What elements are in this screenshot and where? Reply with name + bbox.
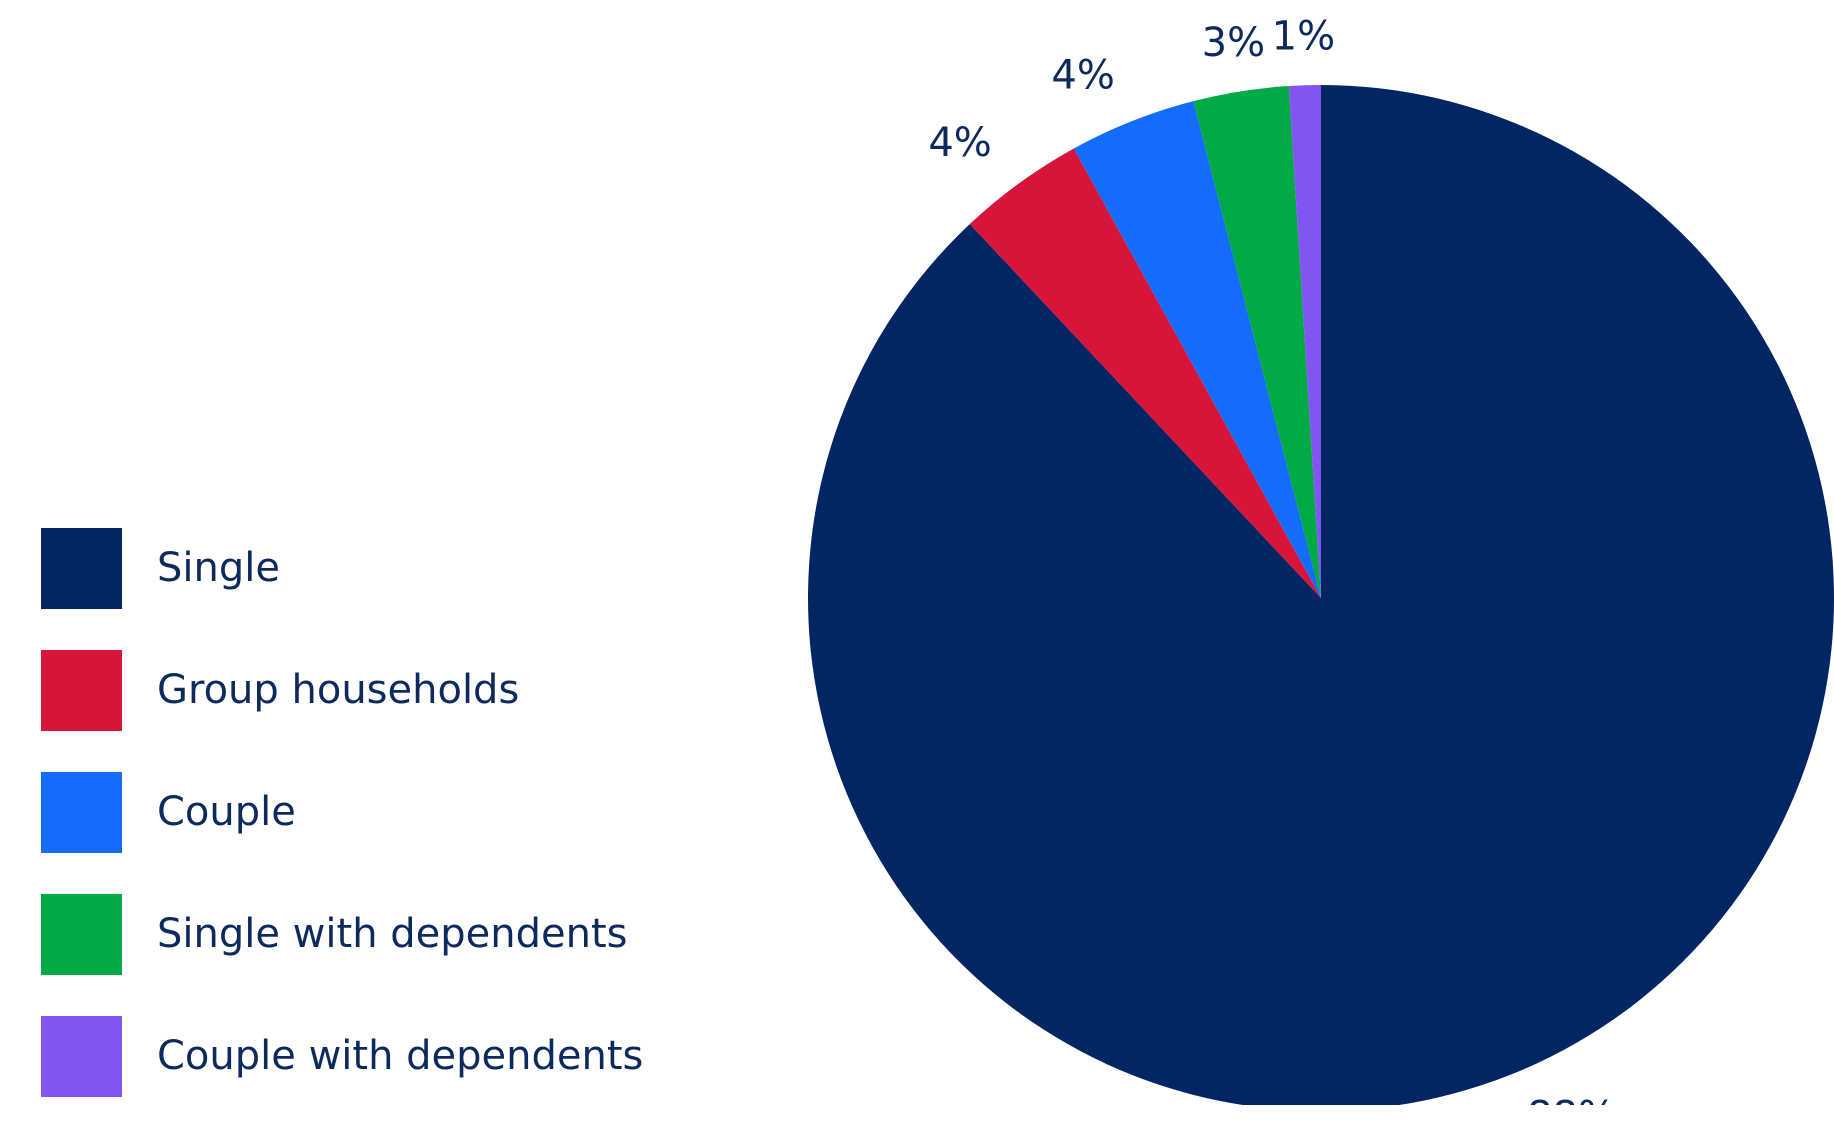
pie-slice-group-households bbox=[969, 148, 1321, 598]
legend-item-couple-with-dependents: Couple with dependents bbox=[41, 1016, 761, 1097]
legend-swatch-single bbox=[41, 528, 122, 609]
legend: Single Group households Couple Single wi… bbox=[41, 528, 761, 1138]
legend-swatch-couple-with-dependents bbox=[41, 1016, 122, 1097]
pie-slice-single-with-dependents bbox=[1193, 86, 1321, 598]
pie-slice-couple-with-dependents bbox=[1288, 84, 1321, 598]
legend-item-group-households: Group households bbox=[41, 650, 761, 731]
pie-slice-couple bbox=[1073, 101, 1321, 599]
data-label-couple: 4% bbox=[1051, 52, 1114, 98]
data-label-group-households: 4% bbox=[928, 120, 991, 166]
legend-label-group-households: Group households bbox=[157, 667, 520, 713]
legend-swatch-single-with-dependents bbox=[41, 894, 122, 975]
legend-item-single-with-dependents: Single with dependents bbox=[41, 894, 761, 975]
legend-swatch-group-households bbox=[41, 650, 122, 731]
data-label-couple-with-dependents: 1% bbox=[1272, 13, 1335, 59]
pie-chart: 88% 4% 4% 3%1% bbox=[808, 13, 1834, 1105]
data-label-single: 88% bbox=[1527, 1094, 1616, 1105]
legend-label-single-with-dependents: Single with dependents bbox=[157, 911, 628, 957]
legend-label-couple: Couple bbox=[157, 789, 296, 835]
legend-label-couple-with-dependents: Couple with dependents bbox=[157, 1033, 644, 1079]
legend-item-couple: Couple bbox=[41, 772, 761, 853]
pie-slice-single bbox=[808, 85, 1834, 1105]
data-label-single-with-dependents: 3% bbox=[1202, 20, 1265, 66]
legend-swatch-couple bbox=[41, 772, 122, 853]
legend-item-single: Single bbox=[41, 528, 761, 609]
legend-label-single: Single bbox=[157, 545, 280, 591]
